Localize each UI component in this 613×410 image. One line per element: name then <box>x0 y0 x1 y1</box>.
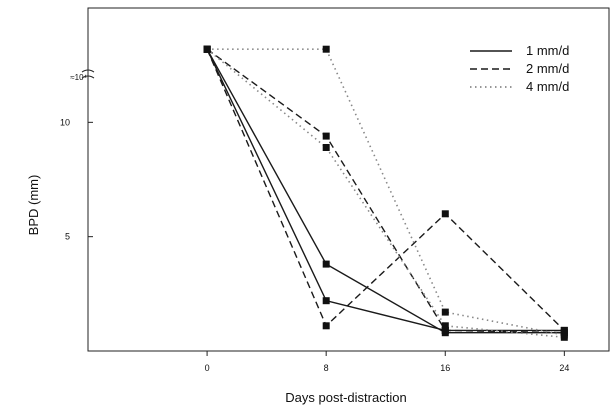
legend-label-2: 2 mm/d <box>526 61 569 76</box>
data-point-s6-3 <box>441 322 449 330</box>
series-lines <box>206 48 565 339</box>
legend-label-3: 4 mm/d <box>526 79 569 94</box>
axis-break-mark-1 <box>81 69 95 73</box>
y-break-label: ≈10⁴ <box>70 73 87 82</box>
series-line-5 <box>207 48 565 336</box>
legend-label-1: 1 mm/d <box>526 43 569 58</box>
data-point-s6-2 <box>322 144 330 151</box>
legend: 1 mm/d 2 mm/d 4 mm/d <box>470 43 569 94</box>
series-line-4 <box>206 48 565 334</box>
x-tick-label-24: 24 <box>559 363 569 373</box>
data-point-s5-3 <box>441 308 449 316</box>
y-axis-label: BPD (mm) <box>26 175 41 236</box>
data-point-s6-4 <box>560 333 568 341</box>
series-line-6 <box>206 48 565 339</box>
data-point-s6-1 <box>203 45 211 53</box>
x-axis-label: Days post-distraction <box>285 390 406 405</box>
y-axis-break: ≈10⁴ <box>70 69 95 82</box>
data-point-s3-2 <box>322 322 330 330</box>
y-tick-label-5: 5 <box>65 232 70 242</box>
x-tick-label-16: 16 <box>440 363 450 373</box>
axis-break-mark-2 <box>81 75 95 79</box>
data-point-s1-2 <box>322 297 330 305</box>
series-line-2 <box>206 48 565 334</box>
series-line-1 <box>206 48 565 332</box>
series-markers <box>203 45 568 341</box>
plot-frame <box>87 7 610 352</box>
x-axis-ticks: 0 8 16 24 <box>205 351 569 373</box>
data-point-s4-2 <box>322 132 330 140</box>
x-tick-label-8: 8 <box>324 363 329 373</box>
data-point-s3-3 <box>441 210 449 218</box>
data-point-s5-2 <box>322 45 330 53</box>
y-axis-ticks: 5 10 <box>60 117 93 242</box>
series-line-3 <box>206 48 565 331</box>
data-point-s4-3 <box>441 326 449 334</box>
y-tick-label-10: 10 <box>60 117 70 127</box>
data-point-s2-2 <box>322 260 330 268</box>
x-tick-label-0: 0 <box>205 363 210 373</box>
